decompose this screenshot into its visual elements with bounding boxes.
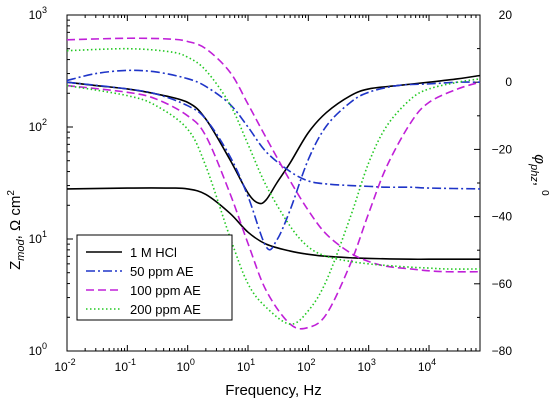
- y-right-tick-label: −20: [492, 142, 513, 156]
- legend-box: [76, 234, 233, 321]
- x-tick-label: 10-2: [54, 357, 75, 374]
- series-1-m-hcl-phase-line: [66, 74, 481, 205]
- x-tick-label: 104: [418, 357, 436, 374]
- right-axis-title: φphz, 0: [528, 154, 550, 196]
- legend: 1 M HCl 50 ppm AE 100 ppm AE 200 ppm AE: [76, 234, 233, 321]
- x-tick-label: 102: [297, 357, 315, 374]
- right-axis-title-sup: 0: [539, 190, 550, 196]
- left-axis-title-sub: mod: [15, 238, 27, 260]
- x-tick-label: 101: [237, 357, 255, 374]
- left-axis-title: Zmod, Ω cm2: [6, 190, 27, 270]
- legend-label-50-ppm-ae: 50 ppm AE: [130, 264, 194, 279]
- series-50-ppm-ae-impedance-line: [66, 69, 481, 190]
- y-right-tick-label: 20: [499, 8, 513, 22]
- x-tick-label: 100: [176, 357, 194, 374]
- left-axis-title-tail: , Ω cm: [7, 196, 24, 240]
- series-50-ppm-ae-phase-line: [66, 81, 481, 251]
- legend-label-200-ppm-ae: 200 ppm AE: [130, 302, 201, 317]
- legend-label-100-ppm-ae: 100 ppm AE: [130, 283, 201, 298]
- y-left-tick-label: 102: [29, 117, 47, 134]
- x-axis-title: Frequency, Hz: [225, 382, 321, 399]
- series-100-ppm-ae-impedance-line: [66, 37, 481, 273]
- svg-text:Zmod, Ω cm2: Zmod, Ω cm2: [6, 190, 27, 270]
- right-axis-title-sub: phz: [528, 163, 540, 182]
- y-right-tick-label: 0: [505, 75, 512, 89]
- y-right-tick-label: −40: [492, 210, 513, 224]
- right-axis-title-main: φ: [531, 154, 548, 164]
- left-axis-title-sup: 2: [6, 190, 17, 196]
- series-200-ppm-ae-impedance-line: [66, 47, 481, 270]
- y-left-tick-label: 100: [29, 341, 47, 358]
- y-right-tick-label: −80: [492, 344, 513, 358]
- y-right-tick-label: −60: [492, 277, 513, 291]
- y-left-tick-label: 103: [29, 5, 47, 22]
- series-100-ppm-ae-phase-line: [66, 81, 481, 330]
- axis-ticks: 10-2 10-1 100 101 102 103 104 100 101 102 103 20 0 −2…: [29, 5, 513, 374]
- legend-label-1-m-hcl: 1 M HCl: [130, 245, 177, 260]
- x-tick-label: 10-1: [115, 357, 136, 374]
- svg-text:φphz, 0: φphz, 0: [528, 154, 550, 196]
- left-axis-title-main: Z: [7, 261, 24, 270]
- right-axis-title-tail: ,: [531, 182, 548, 190]
- y-left-tick-label: 101: [29, 229, 47, 246]
- series-1-m-hcl-impedance-line: [66, 187, 480, 261]
- series-layer: [66, 37, 481, 330]
- x-tick-label: 103: [357, 357, 375, 374]
